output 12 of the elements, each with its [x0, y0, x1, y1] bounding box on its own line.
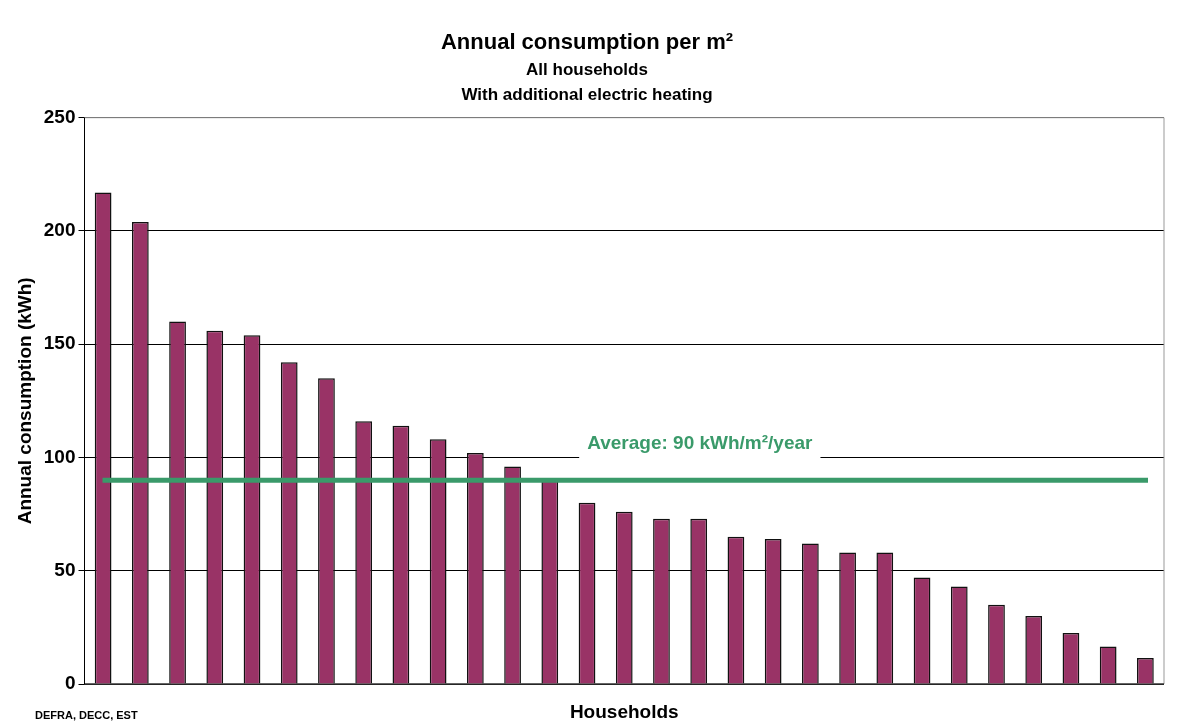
chart-title: Annual consumption per m²: [440, 29, 734, 55]
y-tick-label: 150: [43, 332, 76, 354]
y-tick-label: 50: [54, 558, 76, 580]
y-tick-label: 0: [64, 672, 76, 694]
y-tick-label: 250: [43, 105, 76, 127]
y-axis-title: Annual consumption (kWh): [13, 277, 35, 525]
y-tick-label: 200: [43, 219, 76, 241]
ref-line-label: Average: 90 kWh/m²/year: [587, 432, 814, 454]
x-axis-title: Households: [569, 700, 679, 722]
chart-subtitle: All households With additional electric heating: [461, 60, 713, 105]
text: DEFRA, DECC, EST: [35, 709, 138, 721]
y-tick-label: 100: [43, 445, 76, 467]
